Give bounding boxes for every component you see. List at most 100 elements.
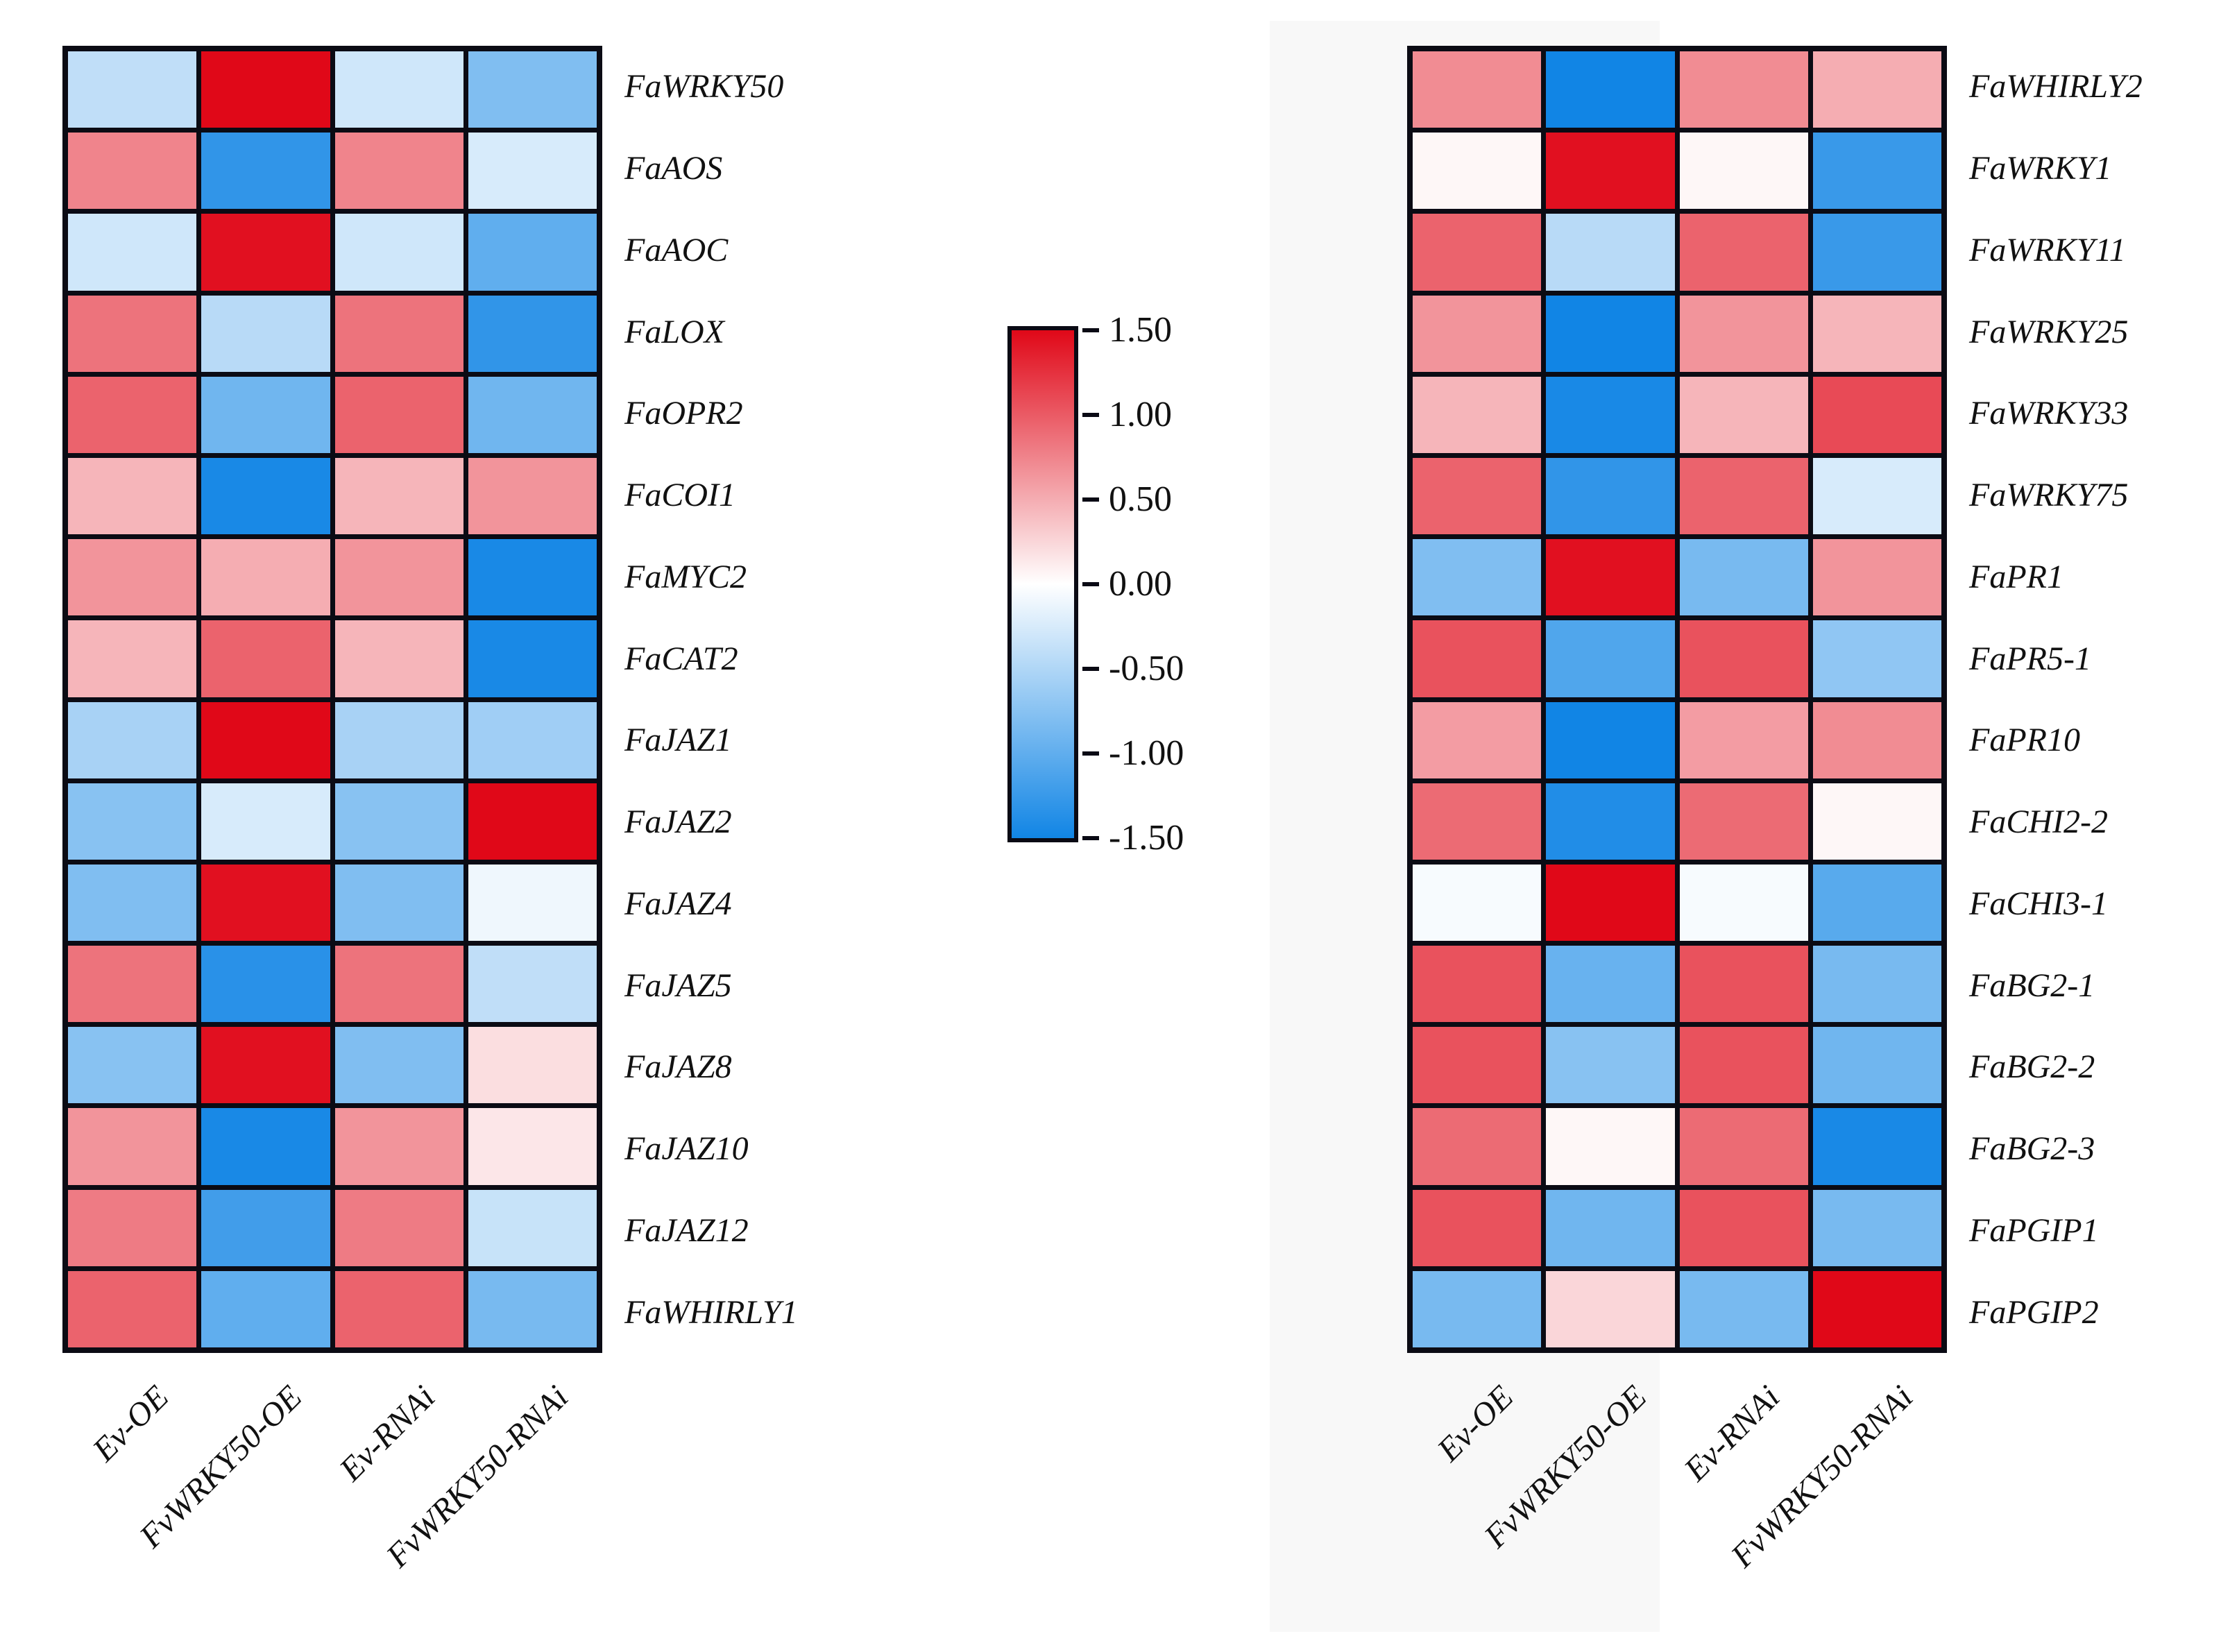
heatmap-cell: [1679, 295, 1808, 372]
heatmap-cell: [68, 51, 197, 128]
heatmap-cell: [1679, 701, 1808, 778]
heatmap-cell: [201, 1108, 330, 1185]
gene-row-label: FaPGIP2: [1969, 1293, 2099, 1331]
gene-row-label: FaPR5-1: [1969, 640, 2091, 677]
heatmap-panel-left: [62, 46, 602, 1353]
heatmap-cell: [1679, 51, 1808, 128]
heatmap-cell: [1546, 133, 1675, 210]
colorbar-tick-label: 0.00: [1109, 564, 1172, 604]
heatmap-cell: [68, 457, 197, 535]
gene-row-label: FaWRKY11: [1969, 231, 2126, 269]
heatmap-cell: [468, 539, 597, 616]
heatmap-cell: [68, 864, 197, 942]
heatmap-cell: [334, 946, 463, 1023]
gene-row-label: FaPR10: [1969, 722, 2080, 759]
heatmap-cell: [1546, 783, 1675, 860]
heatmap-cell: [334, 1189, 463, 1266]
heatmap-cell: [1546, 376, 1675, 453]
heatmap-grid-left: [62, 46, 602, 1353]
gene-row-label: FaJAZ5: [624, 966, 732, 1004]
heatmap-cell: [1812, 1189, 1941, 1266]
heatmap-cell: [68, 620, 197, 697]
colorbar-tick-label: -1.00: [1109, 733, 1184, 773]
heatmap-cell: [1413, 133, 1542, 210]
heatmap-cell: [468, 1027, 597, 1104]
gene-row-label: FaCAT2: [624, 640, 738, 677]
heatmap-cell: [68, 214, 197, 291]
gene-row-label: FaCHI3-1: [1969, 885, 2108, 922]
heatmap-cell: [1679, 1270, 1808, 1347]
gene-row-label: FaWHIRLY1: [624, 1293, 798, 1331]
heatmap-cell: [468, 946, 597, 1023]
gene-row-label: FaMYC2: [624, 558, 747, 595]
gene-row-label: FaCHI2-2: [1969, 803, 2108, 841]
heatmap-cell: [1413, 457, 1542, 535]
gene-row-label: FaPR1: [1969, 558, 2063, 595]
gene-row-label: FaOPR2: [624, 395, 743, 432]
heatmap-cell: [1413, 1027, 1542, 1104]
heatmap-cell: [1546, 295, 1675, 372]
heatmap-cell: [1413, 1108, 1542, 1185]
heatmap-cell: [334, 133, 463, 210]
heatmap-cell: [1413, 214, 1542, 291]
heatmap-cell: [468, 1108, 597, 1185]
gene-row-label: FaAOC: [624, 231, 729, 269]
heatmap-cell: [1413, 864, 1542, 942]
heatmap-cell: [334, 620, 463, 697]
gene-row-label: FaWRKY1: [1969, 150, 2112, 187]
gene-row-label: FaLOX: [624, 313, 724, 350]
heatmap-cell: [1413, 51, 1542, 128]
colorbar-tick-label: 1.50: [1109, 310, 1172, 350]
heatmap-cell: [468, 214, 597, 291]
heatmap-cell: [468, 701, 597, 778]
heatmap-cell: [201, 701, 330, 778]
colorbar-tick: [1082, 497, 1099, 502]
heatmap-cell: [468, 295, 597, 372]
colorbar-tick-label: -0.50: [1109, 648, 1184, 688]
heatmap-cell: [1812, 946, 1941, 1023]
gene-row-label: FaBG2-2: [1969, 1048, 2095, 1086]
heatmap-cell: [201, 1270, 330, 1347]
gene-row-label: FaJAZ4: [624, 885, 732, 922]
heatmap-cell: [1546, 620, 1675, 697]
heatmap-cell: [468, 620, 597, 697]
colorbar-tick: [1082, 751, 1099, 756]
colorbar-tick: [1082, 836, 1099, 840]
heatmap-cell: [334, 1270, 463, 1347]
colorbar-tick-label: -1.50: [1109, 818, 1184, 858]
heatmap-cell: [1413, 539, 1542, 616]
heatmap-cell: [1546, 1270, 1675, 1347]
heatmap-cell: [201, 1027, 330, 1104]
heatmap-cell: [201, 620, 330, 697]
colorbar-tick: [1082, 412, 1099, 417]
heatmap-cell: [334, 864, 463, 942]
colorbar: 1.50 1.00 0.50 0.00 -0.50 -1.00 -1.50: [1007, 310, 1184, 858]
gene-row-label: FaWHIRLY2: [1969, 68, 2143, 105]
heatmap-cell: [68, 1189, 197, 1266]
heatmap-cell: [201, 783, 330, 860]
heatmap-cell: [1413, 783, 1542, 860]
heatmap-cell: [1812, 701, 1941, 778]
heatmap-cell: [68, 783, 197, 860]
heatmap-cell: [201, 51, 330, 128]
gene-row-label: FaWRKY50: [624, 68, 784, 105]
heatmap-cell: [1812, 620, 1941, 697]
heatmap-grid-right: [1407, 46, 1947, 1353]
heatmap-cell: [334, 1027, 463, 1104]
heatmap-cell: [1812, 457, 1941, 535]
heatmap-cell: [334, 457, 463, 535]
heatmap-cell: [1546, 214, 1675, 291]
heatmap-cell: [1413, 1270, 1542, 1347]
heatmap-cell: [1546, 701, 1675, 778]
heatmap-cell: [1679, 864, 1808, 942]
heatmap-cell: [201, 946, 330, 1023]
colorbar-tick: [1082, 582, 1099, 586]
heatmap-cell: [468, 457, 597, 535]
heatmap-cell: [1546, 1108, 1675, 1185]
heatmap-cell: [68, 1270, 197, 1347]
heatmap-cell: [334, 376, 463, 453]
heatmap-cell: [68, 701, 197, 778]
heatmap-cell: [68, 295, 197, 372]
heatmap-cell: [1812, 1108, 1941, 1185]
colorbar-tick: [1082, 666, 1099, 671]
